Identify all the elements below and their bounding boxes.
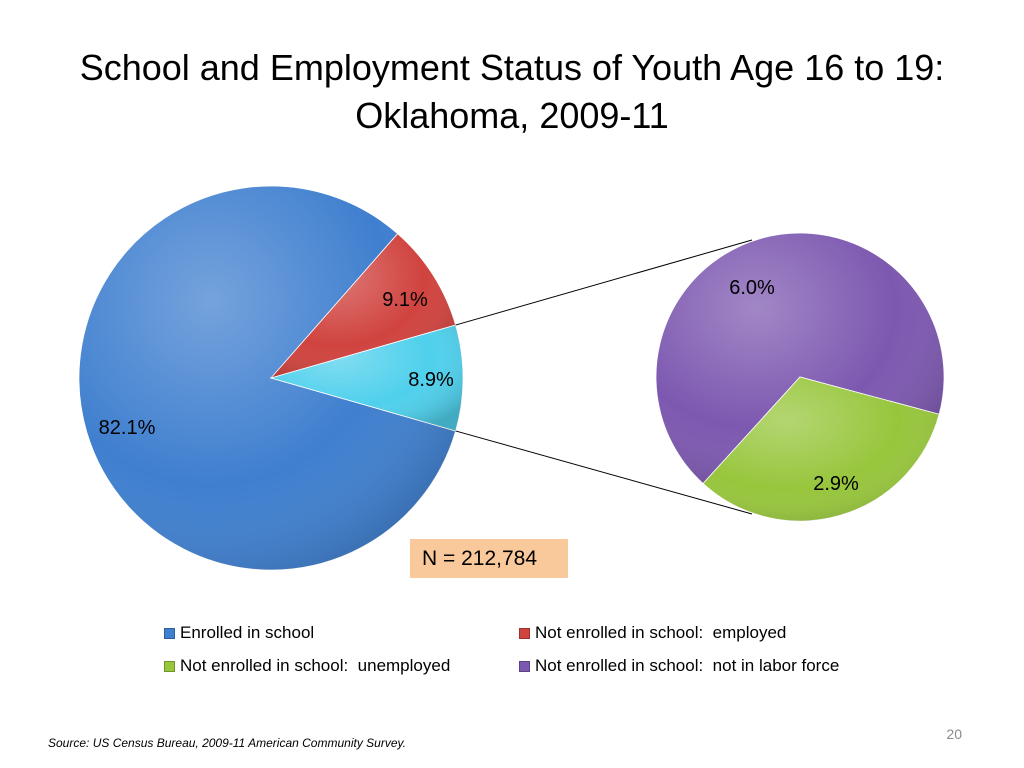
data-label-enrolled: 82.1% xyxy=(99,417,156,439)
title-line-1: School and Employment Status of Youth Ag… xyxy=(79,47,945,88)
connector-lines xyxy=(455,239,753,515)
data-labels: 82.1% 9.1% 8.9% 6.0% 2.9% xyxy=(99,277,859,495)
secondary-pie xyxy=(655,232,945,522)
data-label-not-in-labor-force: 6.0% xyxy=(729,277,775,299)
legend-label: Not enrolled in school: employed xyxy=(535,623,787,642)
legend-item-enrolled-in-school: Enrolled in school xyxy=(164,623,314,643)
legend-swatch xyxy=(519,627,530,639)
sample-size-box: N = 212,784 xyxy=(410,539,568,578)
data-label-employed: 9.1% xyxy=(382,289,428,311)
legend-item-not-enrolled-in-school-unemployed: Not enrolled in school: unemployed xyxy=(164,656,450,676)
legend-swatch xyxy=(164,660,175,672)
pie-slice-shading-not-enrolled-in-school-employed-1 xyxy=(271,233,456,378)
pie-slice-shading-not-enrolled-in-school-unemployed xyxy=(703,377,940,522)
pie-slice-shading-enrolled-in-school-0 xyxy=(78,185,456,571)
pie-slice-shading-not-enrolled-in-school-other-2 xyxy=(271,325,464,431)
legend-label: Enrolled in school xyxy=(180,623,315,642)
source-note: Source: US Census Bureau, 2009-11 Americ… xyxy=(48,736,406,750)
legend-swatch xyxy=(164,627,175,639)
legend-swatch xyxy=(519,660,530,672)
data-label-other: 8.9% xyxy=(408,369,454,391)
title-line-2: Oklahoma, 2009-11 xyxy=(355,95,669,136)
legend-item-not-enrolled-in-school-not-in-labor-force: Not enrolled in school: not in labor for… xyxy=(519,656,839,676)
legend-label: Not enrolled in school: unemployed xyxy=(180,656,451,675)
page-title: School and Employment Status of Youth Ag… xyxy=(40,44,984,140)
pie-slice-shading-not-enrolled-in-school-not-in-labor-force xyxy=(656,233,944,484)
legend-label: Not enrolled in school: not in labor for… xyxy=(535,656,840,675)
connector-line-top xyxy=(455,239,753,326)
main-pie xyxy=(78,185,464,571)
data-label-unemployed: 2.9% xyxy=(813,473,859,495)
connector-line-bottom xyxy=(455,430,753,515)
page-number: 20 xyxy=(946,726,962,742)
legend-item-not-enrolled-in-school-employed: Not enrolled in school: employed xyxy=(519,623,786,643)
